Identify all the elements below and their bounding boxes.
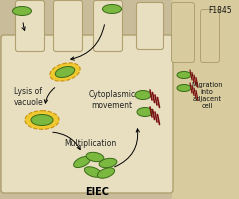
Ellipse shape xyxy=(103,5,121,14)
Ellipse shape xyxy=(55,66,75,77)
Ellipse shape xyxy=(84,167,102,177)
Ellipse shape xyxy=(50,63,80,81)
Text: F1845: F1845 xyxy=(208,6,232,15)
FancyBboxPatch shape xyxy=(1,35,173,193)
Ellipse shape xyxy=(25,111,59,129)
FancyBboxPatch shape xyxy=(136,3,163,50)
Text: Multiplication: Multiplication xyxy=(64,139,116,147)
Ellipse shape xyxy=(74,156,90,168)
Text: Lysis of
vacuole: Lysis of vacuole xyxy=(14,87,44,107)
Ellipse shape xyxy=(137,107,153,116)
Ellipse shape xyxy=(86,152,104,162)
Ellipse shape xyxy=(99,158,117,168)
FancyBboxPatch shape xyxy=(172,3,195,62)
Ellipse shape xyxy=(12,7,32,16)
FancyBboxPatch shape xyxy=(93,1,123,52)
Text: Migration
into
adjacent
cell: Migration into adjacent cell xyxy=(191,82,223,108)
Ellipse shape xyxy=(177,71,191,78)
FancyBboxPatch shape xyxy=(54,1,82,52)
FancyBboxPatch shape xyxy=(16,1,44,52)
Text: EIEC: EIEC xyxy=(85,187,109,197)
Ellipse shape xyxy=(98,168,114,178)
Ellipse shape xyxy=(31,114,53,126)
Ellipse shape xyxy=(135,91,151,100)
Ellipse shape xyxy=(177,85,191,92)
Polygon shape xyxy=(172,0,239,199)
Text: Cytoplasmic
movement: Cytoplasmic movement xyxy=(88,90,136,110)
FancyBboxPatch shape xyxy=(201,10,219,62)
